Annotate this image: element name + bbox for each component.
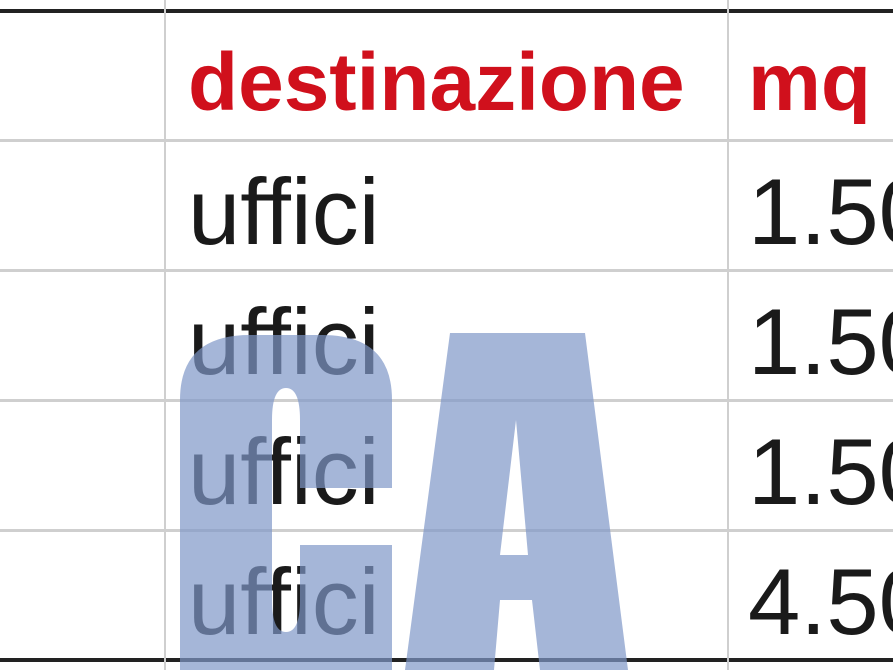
row-divider bbox=[0, 269, 893, 272]
cell-mq[interactable]: 1.50 bbox=[748, 165, 893, 259]
column-divider bbox=[727, 0, 729, 670]
cell-mq[interactable]: 1.50 bbox=[748, 295, 893, 389]
watermark-letter-c bbox=[180, 335, 392, 670]
column-divider bbox=[164, 0, 166, 670]
header-mq[interactable]: mq bbox=[748, 42, 871, 124]
cell-mq[interactable]: 1.50 bbox=[748, 425, 893, 519]
row-divider bbox=[0, 139, 893, 142]
header-destinazione[interactable]: destinazione bbox=[188, 42, 685, 124]
cell-mq[interactable]: 4.50 bbox=[748, 555, 893, 649]
watermark-letter-a bbox=[405, 333, 628, 670]
table-top-border bbox=[0, 9, 893, 13]
cell-destinazione[interactable]: uffici bbox=[188, 165, 380, 259]
